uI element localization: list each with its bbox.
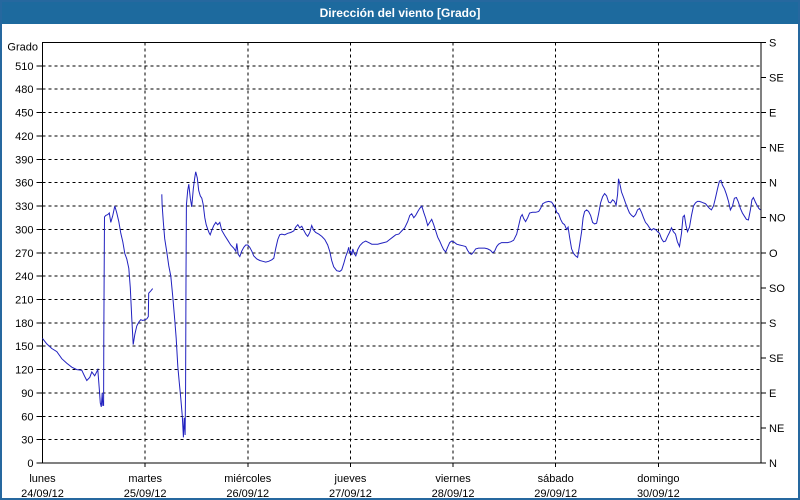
y-tick-label: 60 [21, 411, 33, 423]
y-tick-label: 210 [15, 294, 33, 306]
day-name-label: domingo [637, 473, 679, 485]
compass-label: S [769, 318, 776, 330]
day-name-label: martes [128, 473, 162, 485]
y-axis-title: Grado [7, 42, 38, 54]
compass-label: NE [769, 423, 784, 435]
day-name-label: miércoles [224, 473, 272, 485]
y-tick-label: 330 [15, 201, 33, 213]
compass-label: SO [769, 283, 785, 295]
plot-border [42, 42, 762, 464]
y-tick-label: 90 [21, 388, 33, 400]
series-line [42, 205, 154, 408]
y-tick-label: 180 [15, 318, 33, 330]
y-tick-label: 300 [15, 224, 33, 236]
compass-label: NO [769, 213, 786, 225]
compass-label: E [769, 108, 776, 120]
compass-label: N [769, 178, 777, 190]
wind-direction-chart: 0 30 60 90 120 150 180 210 240 270 300 330 360 390 420… [7, 38, 786, 500]
compass-label: SE [769, 353, 784, 365]
y-tick-label: 150 [15, 341, 33, 353]
compass-label: NE [769, 143, 784, 155]
compass-label: S [769, 38, 776, 50]
wind-direction-series [42, 171, 761, 438]
series-line [161, 171, 761, 438]
window-title-bar: Dirección del viento [Grado] [2, 2, 798, 24]
compass-label: O [769, 248, 778, 260]
day-name-label: sábado [538, 473, 574, 485]
y-tick-label: 240 [15, 271, 33, 283]
day-name-label: viernes [435, 473, 471, 485]
day-date-label: 25/09/12 [124, 488, 167, 500]
y-tick-label: 510 [15, 61, 33, 73]
y-tick-label: 360 [15, 178, 33, 190]
y-tick-label: 270 [15, 248, 33, 260]
y-tick-label: 390 [15, 154, 33, 166]
day-date-label: 27/09/12 [329, 488, 372, 500]
y-tick-label: 30 [21, 435, 33, 447]
y-axis-right [761, 42, 766, 464]
x-axis [144, 463, 659, 467]
y-tick-label: 120 [15, 365, 33, 377]
y-tick-label: 420 [15, 131, 33, 143]
day-date-label: 24/09/12 [21, 488, 64, 500]
day-name-label: lunes [29, 473, 56, 485]
compass-label: N [769, 458, 777, 470]
day-date-label: 30/09/12 [637, 488, 680, 500]
compass-label: E [769, 388, 776, 400]
y-tick-label: 450 [15, 108, 33, 120]
y-axis-left [36, 65, 43, 464]
day-name-label: jueves [334, 473, 367, 485]
day-date-label: 28/09/12 [432, 488, 475, 500]
day-date-label: 26/09/12 [226, 488, 269, 500]
gridlines [42, 42, 761, 463]
compass-label: SE [769, 73, 784, 85]
y-tick-label: 480 [15, 84, 33, 96]
day-date-label: 29/09/12 [534, 488, 577, 500]
y-tick-label: 0 [27, 458, 33, 470]
window-title: Dirección del viento [Grado] [319, 6, 481, 20]
